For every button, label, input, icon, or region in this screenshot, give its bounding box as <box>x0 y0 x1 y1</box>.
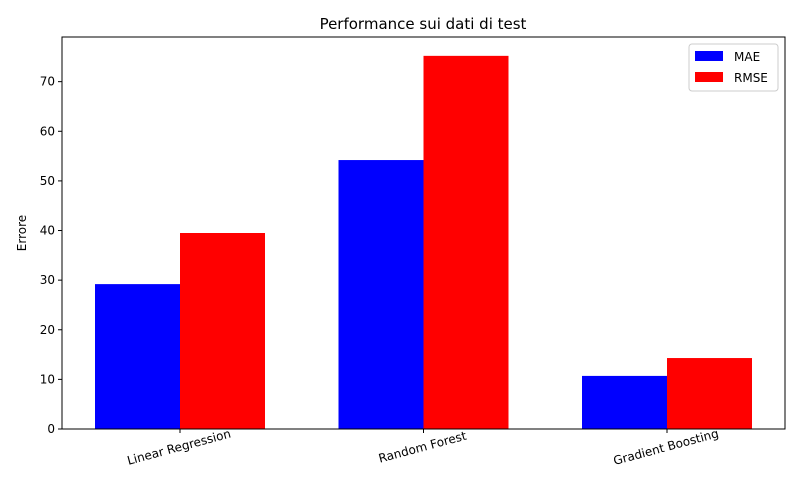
legend: MAE RMSE <box>688 43 779 92</box>
y-tick-label: 50 <box>40 174 55 188</box>
bar-rmse-3 <box>667 358 752 429</box>
legend-label-rmse: RMSE <box>734 71 768 85</box>
y-tick-label: 0 <box>47 422 55 436</box>
y-tick-label: 30 <box>40 273 55 287</box>
bar-mae-1 <box>95 284 180 429</box>
legend-swatch-mae <box>695 51 723 61</box>
x-tick-label: Linear Regression <box>126 427 233 468</box>
bar-rmse-1 <box>180 233 265 429</box>
y-tick-label: 40 <box>40 224 55 238</box>
y-tick-label: 70 <box>40 75 55 89</box>
bar-rmse-2 <box>423 55 509 429</box>
chart-title: Performance sui dati di test <box>320 15 527 33</box>
y-tick-label: 10 <box>40 372 55 386</box>
plot-area: 0 10 20 30 40 50 60 70 Linear Regression Random F… <box>40 36 786 468</box>
bar-mae-3 <box>582 375 667 429</box>
x-tick-label: Gradient Boosting <box>612 426 720 468</box>
legend-label-mae: MAE <box>734 50 760 64</box>
y-axis-label: Errore <box>15 215 29 251</box>
bar-mae-2 <box>338 160 424 429</box>
legend-swatch-rmse <box>695 72 723 82</box>
y-tick-label: 60 <box>40 124 55 138</box>
x-tick-label: Random Forest <box>377 429 468 466</box>
y-tick-label: 20 <box>40 323 55 337</box>
